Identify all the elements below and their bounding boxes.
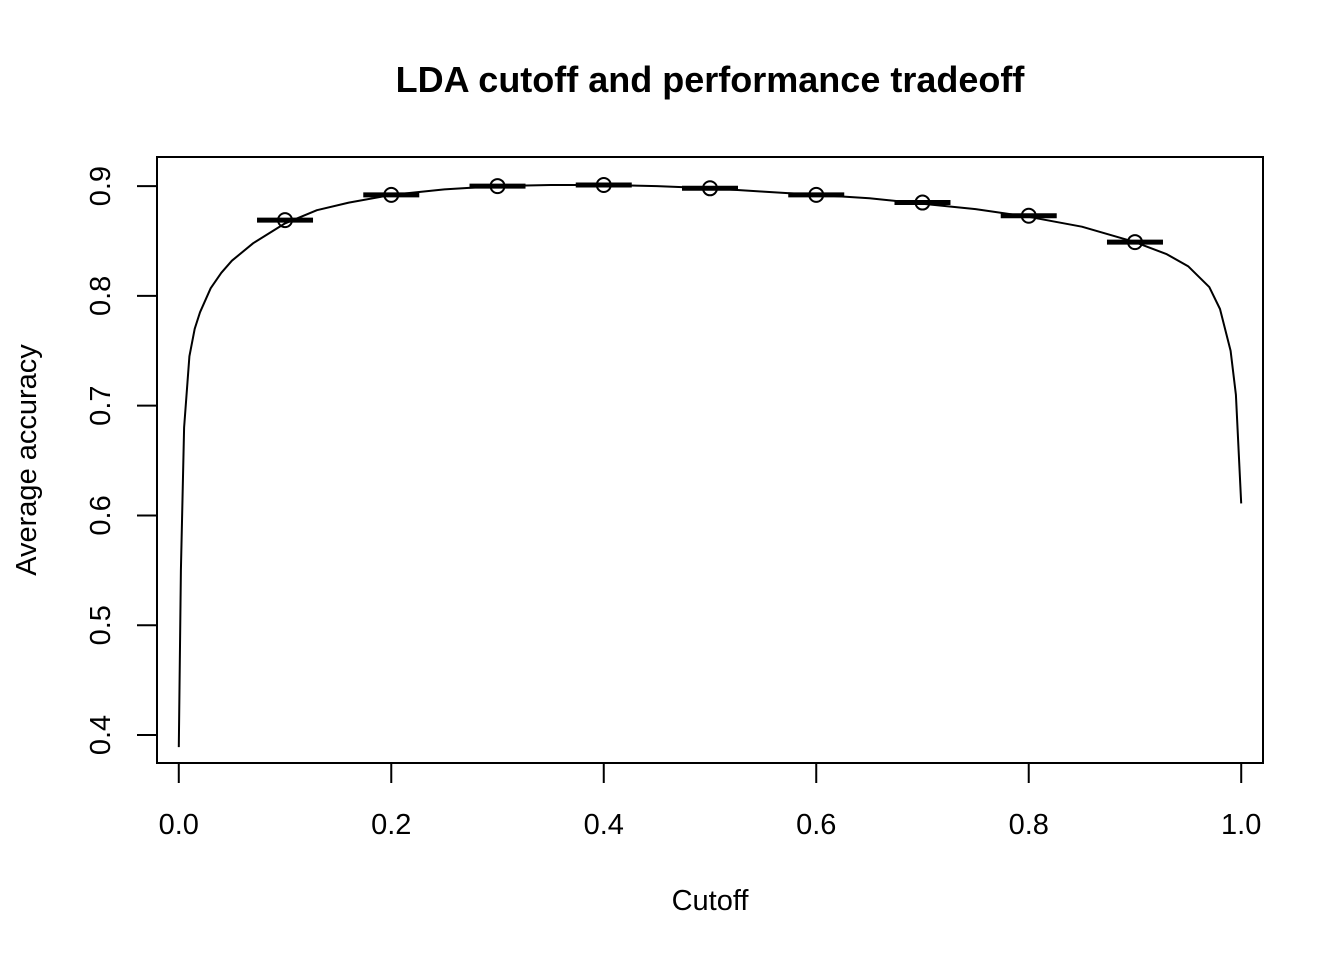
- chart-title: LDA cutoff and performance tradeoff: [396, 59, 1026, 100]
- x-axis-label: Cutoff: [672, 885, 750, 917]
- y-tick-label: 0.5: [85, 605, 117, 645]
- x-tick-label: 0.6: [796, 809, 836, 841]
- y-axis-label: Average accuracy: [11, 344, 43, 576]
- y-tick-label: 0.6: [85, 495, 117, 535]
- x-tick-label: 0.4: [584, 809, 624, 841]
- x-tick-label: 0.0: [159, 809, 199, 841]
- y-tick-label: 0.4: [85, 715, 117, 755]
- x-tick-label: 0.8: [1009, 809, 1049, 841]
- x-tick-label: 0.2: [371, 809, 411, 841]
- series-layer: [177, 176, 1243, 748]
- accuracy-curve: [177, 184, 1243, 748]
- x-axis: 0.0 0.2 0.4 0.6 0.8 1.0: [159, 762, 1261, 841]
- y-axis: 0.4 0.5 0.6 0.7 0.8 0.9: [85, 166, 158, 755]
- x-tick-label: 1.0: [1221, 809, 1261, 841]
- y-tick-label: 0.8: [85, 276, 117, 316]
- plot-box: [156, 156, 1264, 764]
- y-tick-label: 0.7: [85, 385, 117, 425]
- y-tick-label: 0.9: [85, 166, 117, 206]
